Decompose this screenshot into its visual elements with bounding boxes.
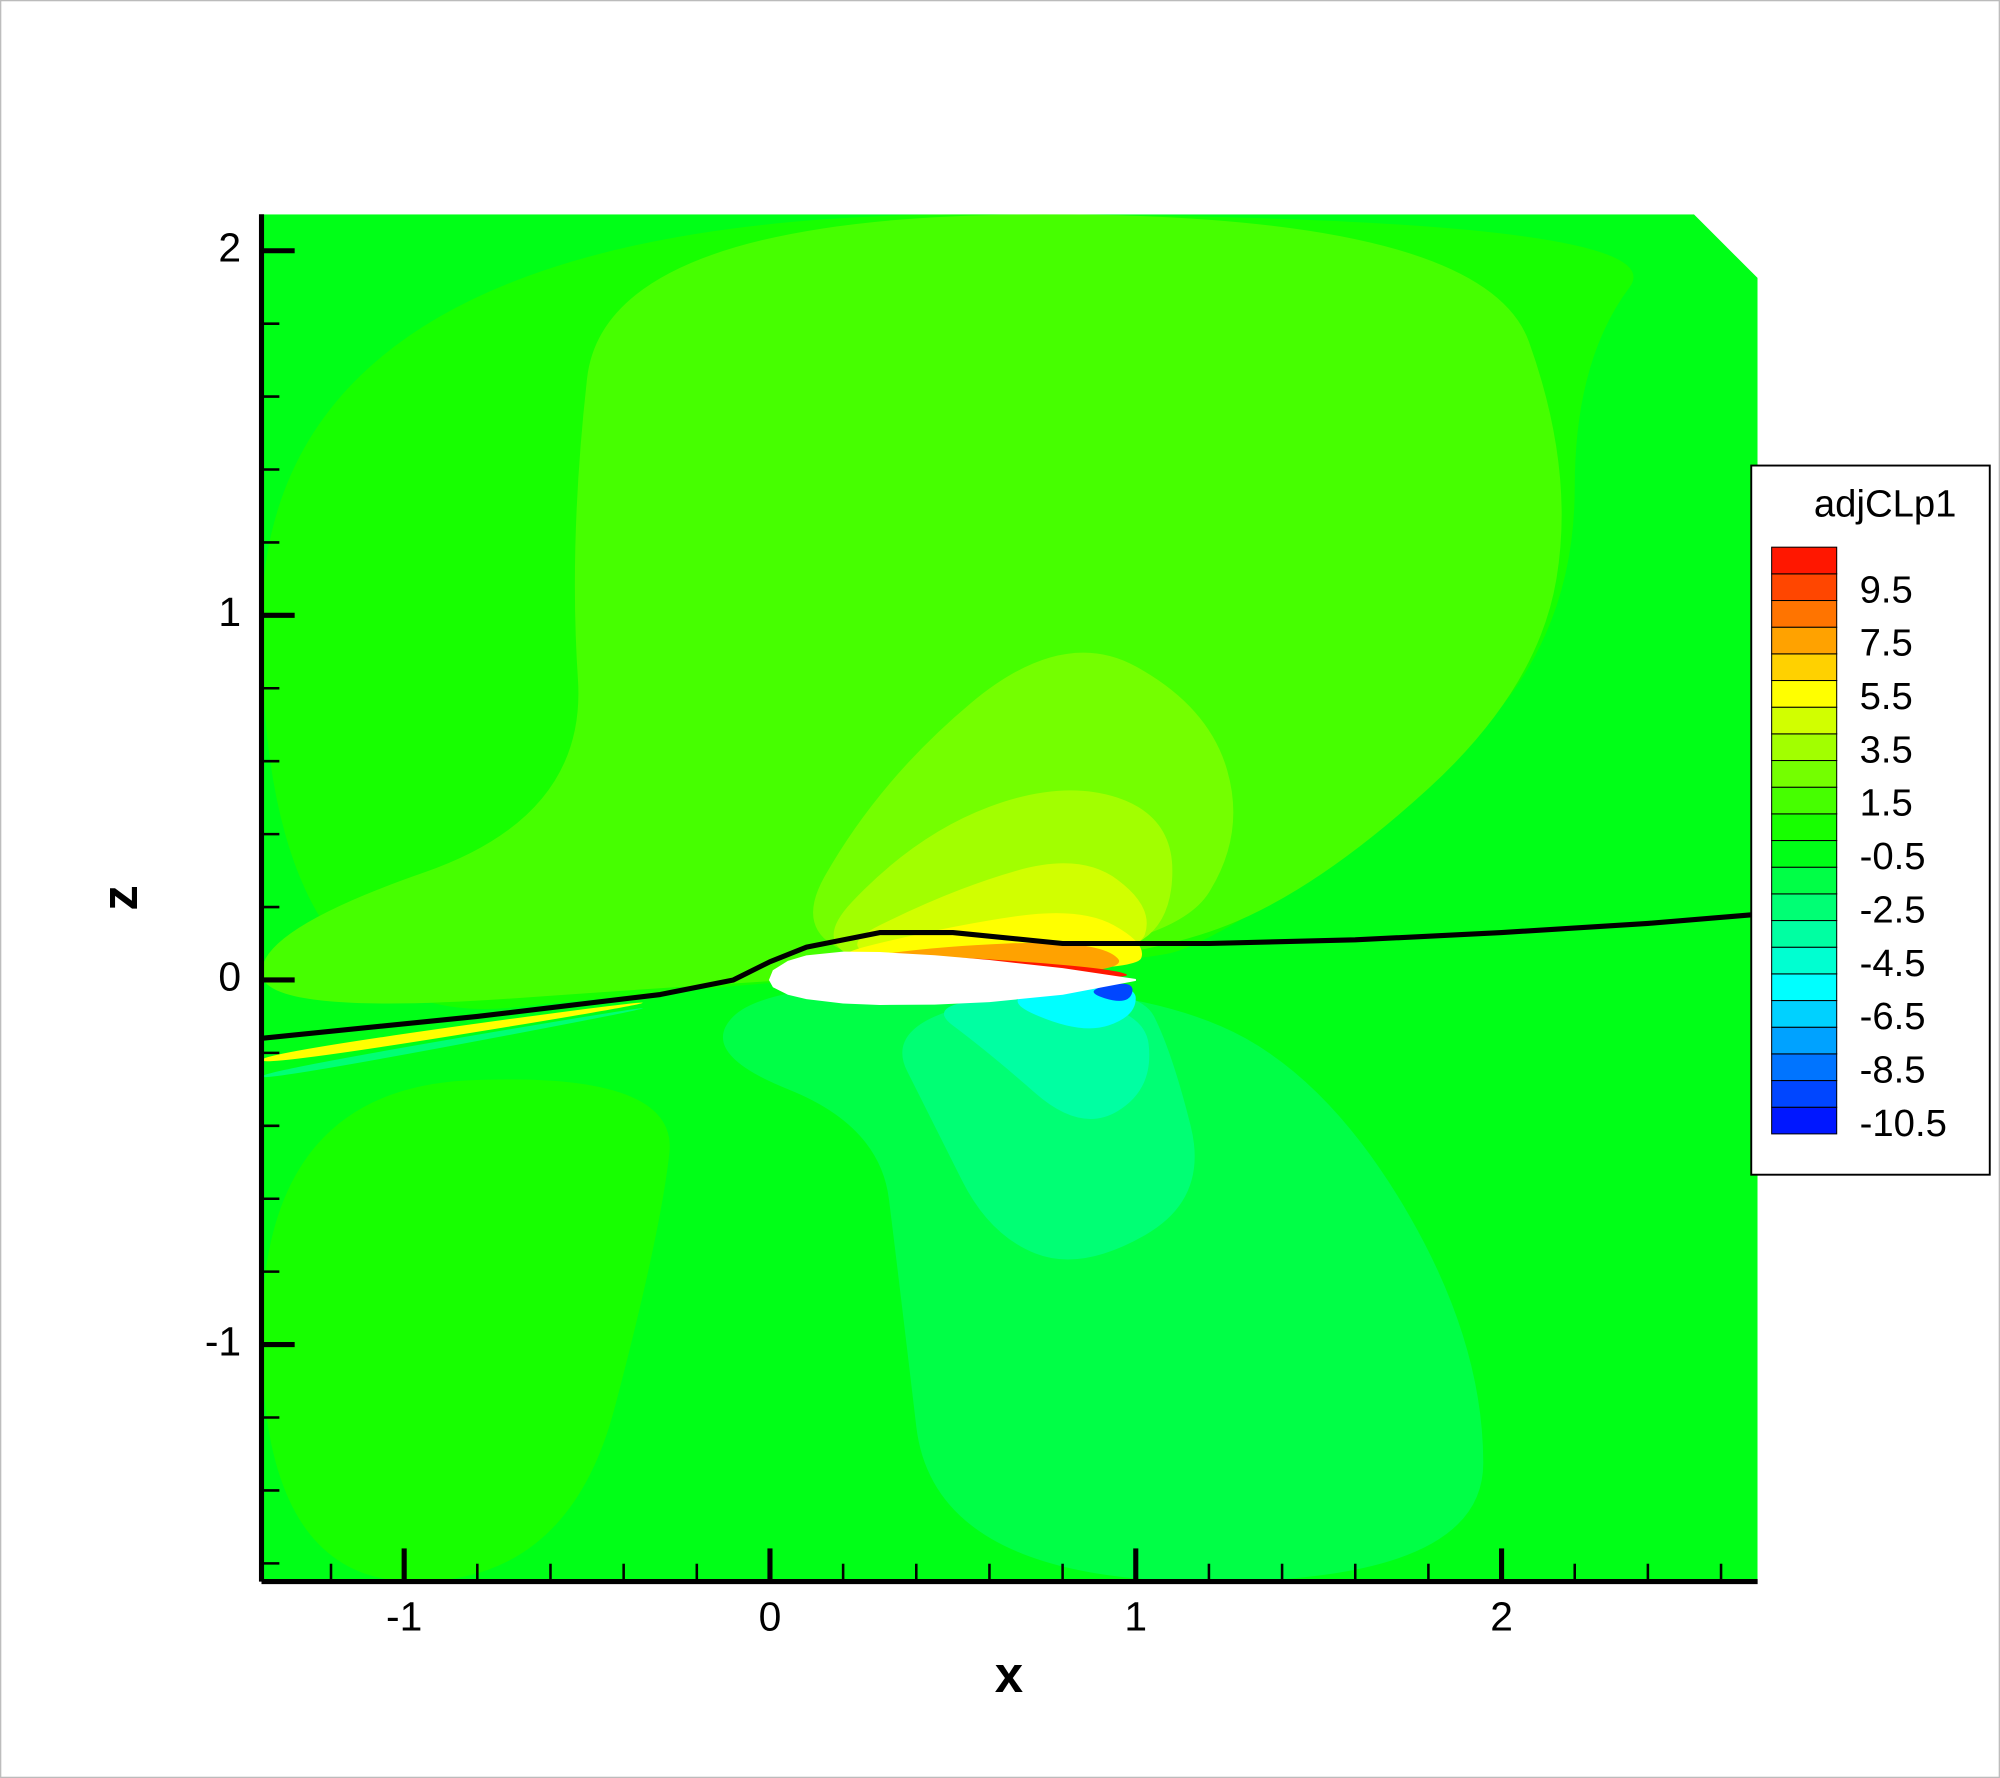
colorbar-tick-label: 7.5 bbox=[1860, 622, 1913, 665]
x-tick-label: 0 bbox=[759, 1594, 782, 1640]
colorbar-band bbox=[1771, 573, 1838, 602]
axes: -1 0 1 2 -1 0 1 2 bbox=[205, 214, 1758, 1640]
legend: 9.5 7.5 5.5 3.5 1.5 -0.5 -2.5 -4.5 -6.5 -8.5 -10.5 bbox=[1771, 546, 1947, 1145]
colorbar-band bbox=[1771, 706, 1838, 735]
y-tick-label: 0 bbox=[218, 954, 241, 1000]
contour-field bbox=[261, 214, 1758, 1582]
colorbar-tick-label: -10.5 bbox=[1860, 1102, 1947, 1145]
colorbar-band bbox=[1771, 946, 1838, 975]
contour-region bbox=[261, 1002, 643, 1062]
colorbar-band bbox=[1771, 893, 1838, 922]
colorbar-band bbox=[1771, 626, 1838, 655]
colorbar-band bbox=[1771, 813, 1838, 842]
colorbar-band bbox=[1771, 1080, 1838, 1108]
colorbar-band bbox=[1771, 1026, 1838, 1055]
colorbar-band bbox=[1771, 1000, 1838, 1028]
y-tick-label: -1 bbox=[205, 1318, 241, 1364]
colorbar-band bbox=[1771, 1106, 1838, 1135]
colorbar-band bbox=[1771, 920, 1838, 948]
y-tick-label: 2 bbox=[218, 225, 241, 271]
colorbar-tick-label: -2.5 bbox=[1860, 888, 1926, 931]
colorbar-band bbox=[1771, 866, 1838, 895]
colorbar-band bbox=[1771, 840, 1838, 868]
colorbar-band bbox=[1771, 973, 1838, 1002]
colorbar-tick-label: 9.5 bbox=[1860, 568, 1913, 611]
streamline bbox=[261, 911, 1758, 1041]
colorbar-band bbox=[1771, 546, 1838, 575]
colorbar-band bbox=[1771, 733, 1838, 762]
colorbar-tick-label: -4.5 bbox=[1860, 942, 1926, 985]
colorbar-band bbox=[1771, 600, 1838, 628]
contour-region bbox=[943, 998, 1150, 1119]
legend-title: adjCLp1 bbox=[1814, 482, 1957, 525]
x-tick-label: 1 bbox=[1124, 1594, 1147, 1640]
x-axis-label: x bbox=[995, 1646, 1023, 1703]
colorbar-tick-label: -6.5 bbox=[1860, 995, 1926, 1038]
colorbar-band bbox=[1771, 760, 1838, 788]
contour-region bbox=[1093, 983, 1133, 1001]
colorbar-band bbox=[1771, 786, 1838, 815]
colorbar-tick-label: 5.5 bbox=[1860, 675, 1913, 718]
colorbar-band bbox=[1771, 653, 1838, 682]
colorbar-tick-label: -0.5 bbox=[1860, 835, 1926, 878]
contour-region bbox=[261, 1079, 670, 1582]
contour-region bbox=[261, 1008, 643, 1078]
y-tick-label: 1 bbox=[218, 589, 241, 635]
contour-region bbox=[723, 983, 1484, 1582]
x-tick-label: 2 bbox=[1490, 1594, 1513, 1640]
colorbar-tick-label: 1.5 bbox=[1860, 782, 1913, 825]
contour-region bbox=[261, 214, 1562, 1004]
colorbar-tick-label: 3.5 bbox=[1860, 728, 1913, 771]
x-tick-label: -1 bbox=[386, 1594, 422, 1640]
airfoil bbox=[768, 951, 1136, 1005]
colorbar-band bbox=[1771, 680, 1838, 708]
colorbar-tick-label: -8.5 bbox=[1860, 1048, 1926, 1091]
y-axis-label: z bbox=[91, 885, 148, 911]
colorbar-band bbox=[1771, 1053, 1838, 1082]
